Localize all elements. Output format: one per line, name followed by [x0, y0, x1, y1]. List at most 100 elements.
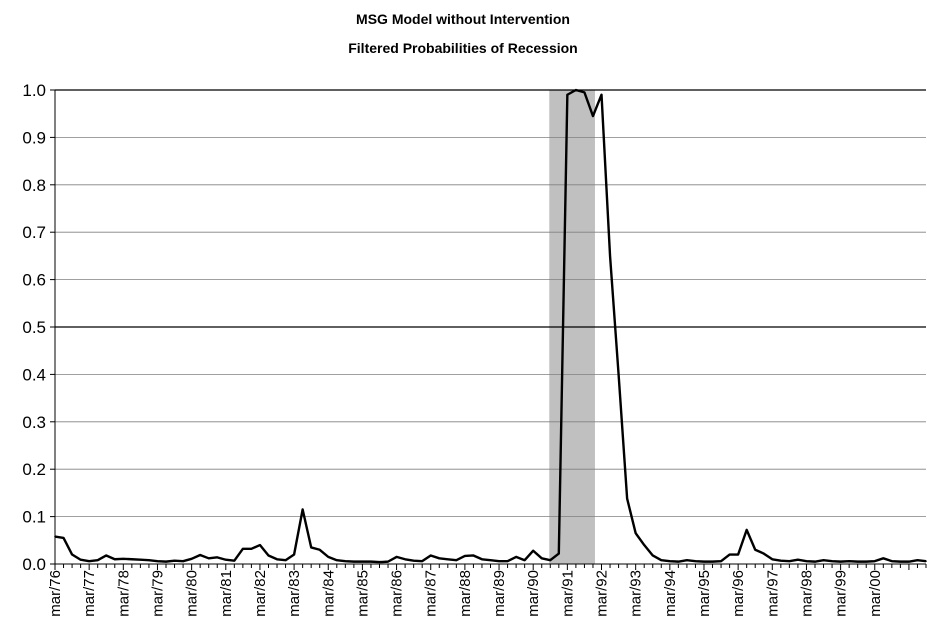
y-tick-label: 0.0	[22, 555, 46, 574]
data-point	[592, 115, 594, 117]
x-tick-label: mar/91	[559, 570, 576, 617]
data-point	[609, 255, 611, 257]
data-point	[395, 556, 398, 558]
data-point	[540, 557, 543, 560]
x-tick-label: mar/81	[218, 570, 235, 617]
data-point	[617, 373, 620, 376]
data-point	[173, 559, 176, 562]
data-point	[822, 559, 825, 562]
chart-subtitle: Filtered Probabilities of Recession	[348, 40, 578, 56]
x-tick-label: mar/00	[867, 570, 884, 617]
x-tick-label: mar/87	[423, 570, 440, 617]
data-point	[165, 560, 167, 563]
data-point	[207, 557, 210, 560]
data-point	[310, 546, 312, 549]
data-point	[865, 560, 868, 563]
data-point	[438, 557, 441, 560]
x-tick-label: mar/99	[833, 570, 850, 617]
y-tick-label: 0.1	[22, 508, 46, 527]
x-tick-label: mar/80	[184, 570, 201, 617]
data-point	[318, 548, 321, 551]
x-tick-label: mar/78	[115, 570, 132, 617]
data-point	[156, 560, 159, 562]
data-point	[250, 548, 253, 550]
data-point	[575, 89, 577, 91]
data-point	[190, 557, 193, 560]
x-tick-label: mar/90	[525, 570, 542, 617]
x-tick-label: mar/86	[389, 570, 406, 617]
x-tick-label: mar/96	[730, 570, 747, 617]
x-tick-label: mar/77	[81, 570, 98, 617]
data-point	[182, 560, 184, 562]
x-tick-label: mar/85	[354, 570, 371, 617]
x-tick-label: mar/83	[286, 570, 303, 617]
y-tick-label: 0.2	[22, 460, 46, 479]
data-point	[199, 554, 201, 556]
data-point	[916, 559, 919, 562]
data-point	[412, 559, 415, 562]
data-point	[634, 532, 637, 534]
data-point	[831, 560, 833, 562]
data-point	[233, 559, 236, 562]
data-point	[242, 548, 244, 550]
data-point	[335, 559, 338, 562]
data-point	[882, 557, 885, 560]
data-point	[131, 558, 133, 561]
data-point	[660, 559, 663, 562]
data-point	[532, 549, 534, 552]
gridlines	[55, 89, 926, 517]
y-tick-label: 0.8	[22, 176, 46, 195]
data-point	[908, 560, 910, 563]
x-tick-label: mar/95	[696, 570, 713, 617]
data-point	[421, 560, 423, 562]
series-layer	[54, 88, 927, 564]
data-point	[669, 560, 671, 562]
x-tick-label: mar/79	[149, 570, 166, 617]
data-point	[71, 553, 73, 556]
data-point	[771, 558, 774, 561]
y-tick-label: 0.7	[22, 223, 46, 242]
data-point	[353, 560, 355, 563]
data-point	[797, 558, 799, 561]
data-point	[370, 560, 372, 563]
data-point	[856, 560, 859, 563]
data-point	[148, 559, 150, 562]
y-tick-label: 0.4	[22, 365, 46, 384]
data-point	[891, 560, 893, 562]
data-point	[728, 553, 731, 556]
data-point	[780, 559, 782, 562]
x-tick-label: mar/84	[320, 570, 337, 617]
x-tick-label: mar/94	[662, 570, 679, 617]
data-point	[481, 558, 483, 561]
data-point	[284, 559, 287, 562]
data-point	[839, 560, 842, 563]
data-point	[788, 560, 791, 562]
data-point	[515, 556, 517, 558]
data-point	[754, 548, 757, 551]
data-point	[105, 554, 108, 557]
data-point	[498, 560, 500, 562]
x-tick-label: mar/89	[491, 570, 508, 617]
data-point	[737, 553, 739, 556]
data-point	[925, 560, 927, 562]
data-point	[139, 558, 142, 561]
y-tick-labels: 0.0 0.1 0.2 0.3 0.4 0.5 0.6 0.7 0.8 0.9 1.0	[22, 81, 46, 574]
data-point	[216, 556, 219, 559]
data-point	[566, 93, 569, 96]
data-point	[583, 91, 586, 94]
data-point	[720, 560, 722, 562]
data-point	[327, 556, 330, 558]
data-point	[96, 559, 99, 562]
data-point	[677, 560, 680, 563]
data-point	[387, 560, 389, 563]
axes	[50, 89, 927, 570]
data-point	[711, 560, 714, 563]
data-point	[899, 560, 902, 563]
x-tick-label: mar/98	[798, 570, 815, 617]
x-tick-label: mar/76	[47, 570, 64, 617]
chart-title: MSG Model without Intervention	[356, 11, 570, 27]
data-point	[54, 535, 56, 538]
data-point	[873, 560, 876, 562]
x-tick-labels: mar/76 mar/77 mar/78 mar/79 mar/80 mar/81 mar/…	[47, 570, 884, 617]
